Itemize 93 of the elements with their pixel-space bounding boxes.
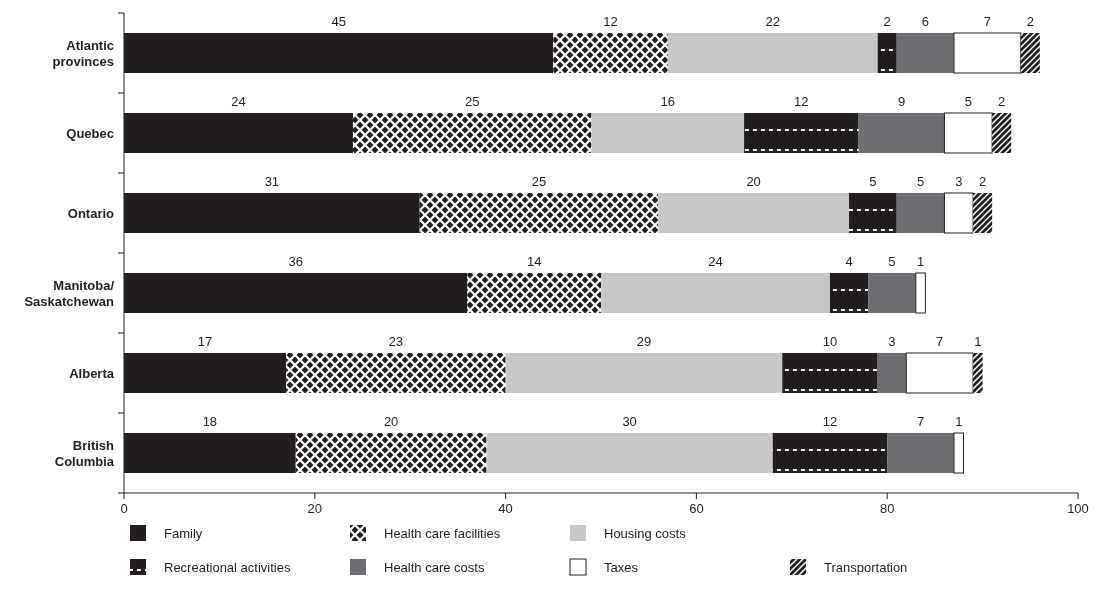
data-label: 30 — [622, 414, 637, 429]
bar — [877, 33, 897, 73]
data-label: 22 — [765, 14, 780, 29]
bar — [849, 193, 897, 233]
data-label: 2 — [883, 14, 891, 29]
data-label: 45 — [331, 14, 346, 29]
data-label: 5 — [964, 94, 972, 109]
legend-label: Health care costs — [384, 560, 485, 575]
x-tick-label: 60 — [689, 501, 704, 516]
legend-label: Housing costs — [604, 526, 687, 541]
bar — [601, 273, 830, 313]
bar — [505, 353, 783, 393]
bar — [915, 272, 926, 314]
legend-label: Health care facilities — [384, 526, 501, 541]
x-tick-label: 80 — [879, 501, 895, 516]
x-tick-label: 20 — [307, 501, 323, 516]
data-label: 7 — [936, 334, 944, 349]
bar — [486, 433, 773, 473]
bar — [553, 33, 668, 73]
data-label: 1 — [916, 254, 925, 269]
x-tick-label: 100 — [1067, 501, 1089, 516]
data-label: 16 — [660, 94, 676, 109]
bar — [905, 352, 974, 394]
bar — [591, 113, 745, 153]
data-label: 36 — [288, 254, 303, 269]
legend-label: Taxes — [604, 560, 639, 575]
bar — [295, 433, 487, 473]
legend-label: Family — [164, 526, 203, 541]
data-label: 17 — [197, 334, 213, 349]
y-tick-label: British Columbia — [54, 438, 115, 469]
data-label: 18 — [202, 414, 218, 429]
data-label: 3 — [955, 174, 963, 189]
bar — [1020, 33, 1040, 73]
data-label: 2 — [1026, 14, 1034, 29]
x-tick-label: 0 — [120, 501, 128, 516]
data-label: 12 — [794, 94, 809, 109]
data-label: 20 — [746, 174, 761, 189]
data-label: 24 — [231, 94, 246, 109]
y-tick-label: Alberta — [69, 366, 115, 381]
data-label: 24 — [708, 254, 723, 269]
legend-label: Recreational activities — [164, 560, 291, 575]
data-label: 23 — [388, 334, 404, 349]
bar — [782, 353, 878, 393]
bar — [887, 433, 954, 473]
data-label: 9 — [897, 94, 906, 109]
bar — [973, 193, 993, 233]
bar — [868, 273, 916, 313]
legend-label: Transportation — [824, 560, 908, 575]
data-label: 10 — [822, 334, 838, 349]
y-tick-label: Atlantic provinces — [52, 38, 114, 69]
x-tick-label: 40 — [498, 501, 513, 516]
bar — [772, 433, 888, 473]
data-label: 12 — [822, 414, 838, 429]
bar — [943, 112, 993, 154]
data-label: 20 — [383, 414, 399, 429]
bar — [419, 193, 659, 233]
data-label: 6 — [921, 14, 929, 29]
data-label: 12 — [603, 14, 618, 29]
data-label: 5 — [888, 254, 896, 269]
data-label: 3 — [888, 334, 896, 349]
data-label: 4 — [845, 254, 853, 269]
data-label: 25 — [464, 94, 480, 109]
bar — [953, 32, 1022, 74]
bar — [896, 193, 945, 233]
data-label: 7 — [983, 14, 991, 29]
data-label: 2 — [978, 174, 987, 189]
data-label: 7 — [916, 414, 925, 429]
data-label: 29 — [636, 334, 652, 349]
y-tick-label: Ontario — [67, 206, 115, 221]
bar — [858, 113, 945, 153]
y-tick-label: Quebec — [66, 126, 114, 141]
bar — [896, 33, 954, 73]
data-label: 25 — [531, 174, 547, 189]
data-label: 5 — [916, 174, 925, 189]
bar — [667, 33, 878, 73]
data-label: 5 — [869, 174, 877, 189]
bar — [943, 192, 974, 234]
bar — [467, 273, 601, 313]
bar — [352, 113, 592, 153]
bar — [744, 113, 859, 153]
data-label: 31 — [264, 174, 280, 189]
bar — [992, 113, 1012, 153]
data-label: 14 — [526, 254, 542, 269]
bar — [286, 353, 506, 393]
y-tick-label: Manitoba/ Saskatchewan — [24, 278, 115, 309]
data-label: 1 — [974, 334, 982, 349]
bar — [953, 432, 965, 474]
bar — [877, 353, 907, 393]
bar — [829, 273, 869, 313]
bar — [973, 353, 983, 393]
data-label: 2 — [998, 94, 1006, 109]
data-label: 1 — [955, 414, 963, 429]
bar — [658, 193, 850, 233]
